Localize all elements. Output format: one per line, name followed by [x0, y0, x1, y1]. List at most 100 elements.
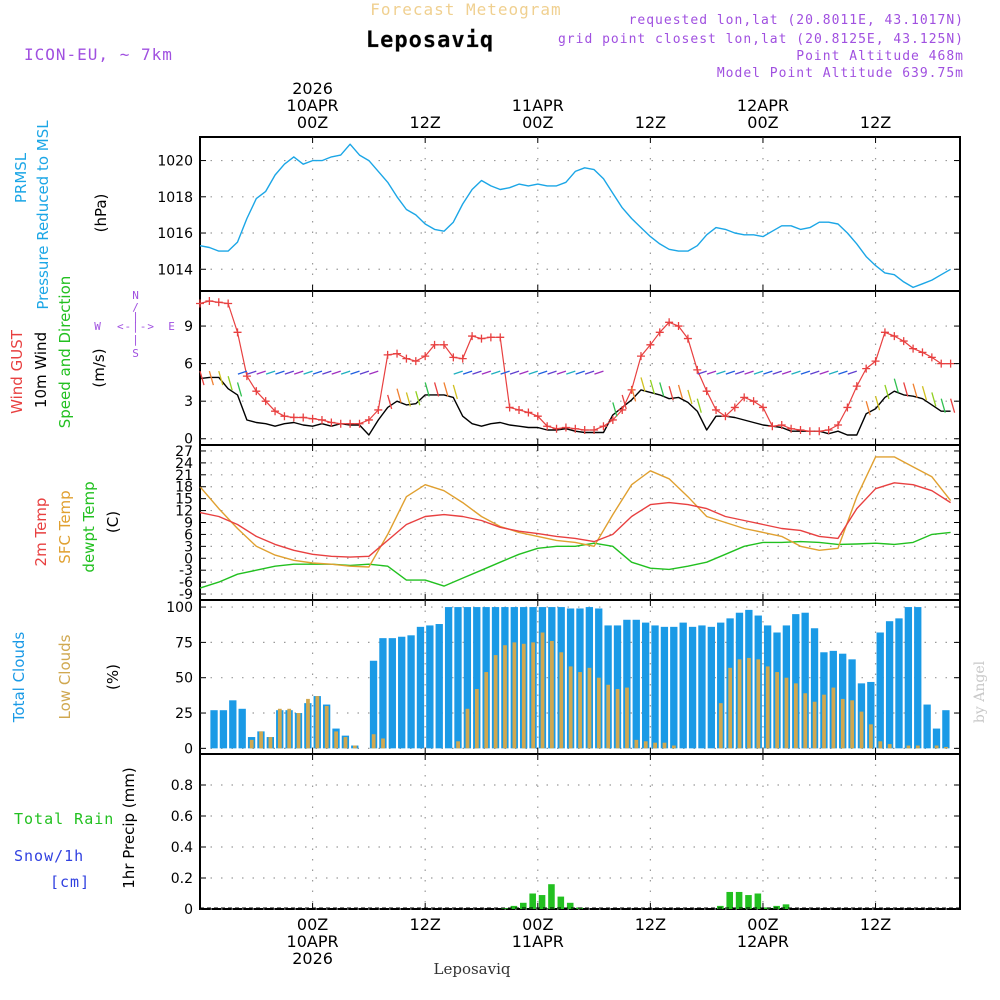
gust-marker	[327, 418, 336, 427]
low-clouds-bar	[315, 696, 320, 749]
gust-marker	[468, 332, 477, 341]
compass-n: N	[132, 289, 140, 302]
wind-arrow	[556, 370, 567, 375]
low-clouds-bar	[259, 731, 263, 749]
time-label-top: 12Z	[410, 113, 441, 132]
total-clouds-bar	[632, 619, 640, 749]
wind-arrow	[819, 370, 829, 375]
low-clouds-bar	[540, 632, 545, 749]
gust-marker	[655, 328, 664, 337]
gust-marker	[346, 419, 355, 428]
model-point-altitude: Model Point Altitude 639.75m	[717, 66, 964, 81]
panel-frame	[199, 753, 961, 910]
low-clouds-bar	[793, 683, 798, 749]
wind-arrow	[884, 384, 890, 400]
gust-marker	[599, 422, 608, 431]
gust-marker	[693, 365, 702, 374]
wind-arrow	[500, 370, 510, 375]
wind-arrow	[415, 390, 421, 406]
low-clouds-bar	[606, 684, 611, 749]
low-clouds-bar	[634, 739, 639, 749]
point-altitude: Point Altitude 468m	[796, 49, 964, 64]
rain-bar	[735, 891, 743, 909]
gust-marker	[740, 393, 749, 402]
gust-marker	[571, 424, 580, 433]
low-clouds-bar	[596, 677, 601, 749]
wind-arrow	[621, 394, 627, 410]
temp2m-line	[199, 482, 951, 558]
low-clouds-bar	[625, 687, 629, 749]
rain-bar	[510, 905, 518, 909]
gust-marker	[393, 349, 402, 358]
gust-marker	[383, 350, 392, 359]
gust-marker	[533, 412, 542, 421]
y-tick-label: 1016	[157, 226, 193, 242]
gust-marker	[214, 298, 223, 307]
wind-arrow	[237, 370, 248, 375]
footer-location: Leposaviq	[434, 960, 511, 978]
gust-marker	[918, 348, 927, 357]
panel-frame	[199, 444, 961, 601]
rain-bar	[566, 902, 574, 909]
low-clouds-bar	[353, 745, 357, 749]
wind-arrow	[453, 370, 463, 375]
wind-arrow	[716, 370, 726, 375]
gust-marker	[196, 299, 204, 308]
gust-marker	[449, 353, 458, 362]
rain-bar	[557, 896, 565, 909]
wind-arrow	[847, 370, 857, 375]
low-clouds-bar	[718, 703, 723, 749]
rain-bar	[717, 905, 724, 909]
wind-arrow	[677, 384, 684, 400]
total-clouds-bar	[219, 710, 228, 749]
wind-arrow	[772, 370, 782, 375]
wind-arrow	[791, 370, 801, 375]
gust-marker	[252, 387, 261, 396]
wind-arrow	[236, 382, 243, 397]
total-clouds-bar	[426, 625, 434, 749]
wind-arrow	[405, 392, 412, 407]
low-clouds-bar	[249, 739, 254, 749]
time-label-bottom: 12Z	[410, 915, 441, 934]
wind-arrow	[725, 370, 736, 375]
y-tick-label: 1014	[157, 262, 193, 278]
wind-arrow	[387, 394, 393, 410]
wind-arrow	[350, 370, 360, 375]
y-tick-label: 9	[184, 516, 193, 532]
supertitle: Forecast Meteogram	[370, 0, 561, 19]
wind-arrow	[893, 378, 899, 393]
prmsl-label: PRMSL	[12, 152, 30, 203]
wind-arrow	[921, 385, 928, 401]
wind-arrow	[594, 370, 604, 375]
gust-marker	[543, 422, 552, 431]
gust-line	[199, 300, 951, 432]
low-clouds-bar	[643, 741, 648, 749]
wind-arrow	[331, 370, 341, 375]
compass-e: E	[168, 320, 176, 333]
time-label-top: 11APR	[512, 96, 564, 115]
y-tick-label: 27	[175, 444, 193, 460]
y-tick-label: 1020	[157, 154, 193, 170]
wind-arrow	[340, 370, 351, 375]
y-tick-label: 6	[184, 527, 193, 543]
total-clouds-bar	[810, 628, 819, 749]
wind-arrow	[566, 370, 576, 375]
wind-arrow	[697, 370, 707, 375]
low-clouds-bar	[521, 643, 526, 749]
gust-marker	[355, 419, 364, 428]
gust-marker	[843, 403, 852, 412]
low-clouds-bar	[615, 689, 620, 749]
time-label-bottom: 00Z	[747, 915, 778, 934]
gust-marker	[787, 424, 796, 433]
wind-arrow	[424, 382, 430, 397]
requested-lonlat: requested lon,lat (20.8011E, 43.1017N)	[629, 13, 964, 28]
wind-arrow	[547, 370, 557, 375]
wind-arrow	[491, 370, 501, 375]
rain-bar	[754, 893, 762, 909]
y-tick-label: 18	[175, 480, 193, 496]
model-label: ICON-EU, ~ 7km	[24, 45, 173, 64]
wind-arrow	[575, 370, 585, 375]
gust-marker	[862, 364, 871, 373]
